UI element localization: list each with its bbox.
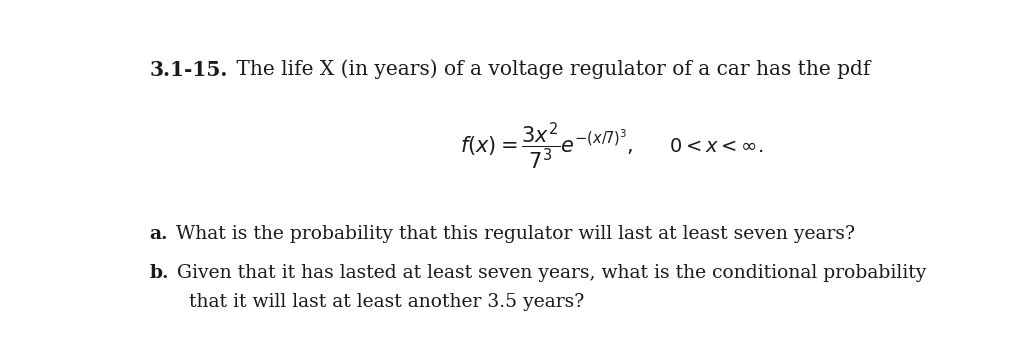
Text: b.: b.	[150, 264, 169, 282]
Text: a.: a.	[150, 225, 168, 243]
Text: $0 < x < \infty.$: $0 < x < \infty.$	[668, 138, 762, 156]
Text: $f(x) = \dfrac{3x^2}{7^3}e^{-(x/7)^3},$: $f(x) = \dfrac{3x^2}{7^3}e^{-(x/7)^3},$	[459, 121, 632, 173]
Text: Given that it has lasted at least seven years, what is the conditional probabili: Given that it has lasted at least seven …	[170, 264, 925, 282]
Text: What is the probability that this regulator will last at least seven years?: What is the probability that this regula…	[169, 225, 854, 243]
Text: 3.1-15.: 3.1-15.	[150, 60, 228, 80]
Text: that it will last at least another 3.5 years?: that it will last at least another 3.5 y…	[170, 293, 584, 311]
Text: The life X (in years) of a voltage regulator of a car has the pdf: The life X (in years) of a voltage regul…	[229, 60, 869, 79]
